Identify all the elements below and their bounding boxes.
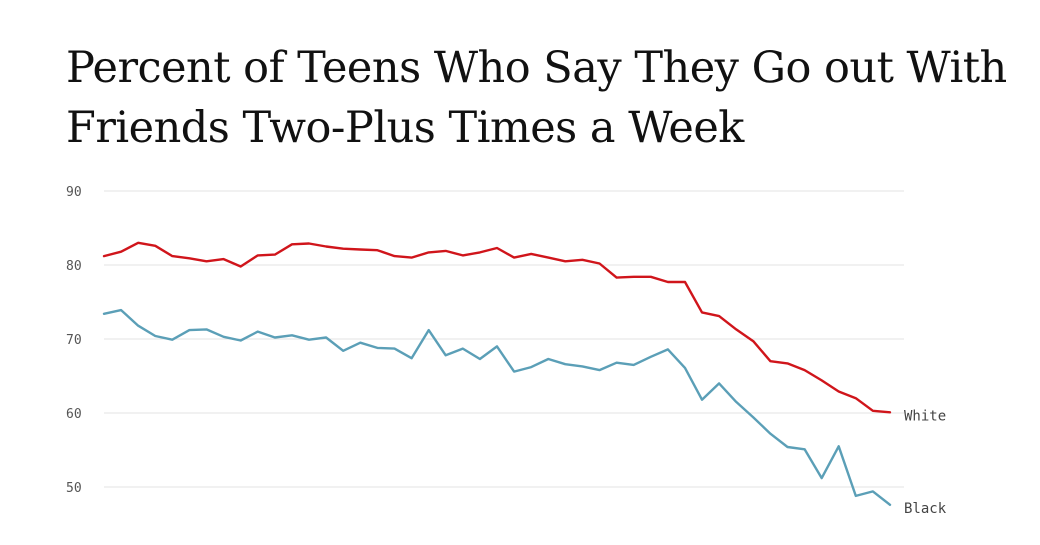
y-tick-label: 80 [66, 259, 82, 274]
chart-title-line-2: Friends Two-Plus Times a Week [66, 103, 744, 153]
y-axis-tick-labels: 90 80 70 60 50 [66, 185, 82, 496]
y-tick-label: 60 [66, 407, 82, 422]
y-tick-label: 50 [66, 481, 82, 496]
y-tick-label: 90 [66, 185, 82, 200]
y-tick-label: 70 [66, 333, 82, 348]
series-lines [102, 241, 892, 506]
series-label-black: Black [904, 501, 947, 517]
series-labels: White Black [904, 408, 947, 517]
series-label-white: White [904, 408, 946, 424]
gridlines [104, 190, 904, 488]
chart-title: Percent of Teens Who Say They Go out Wit… [66, 38, 1007, 158]
series-line-white [102, 241, 892, 414]
chart-title-line-1: Percent of Teens Who Say They Go out Wit… [66, 43, 1007, 93]
series-line-black [102, 308, 892, 506]
